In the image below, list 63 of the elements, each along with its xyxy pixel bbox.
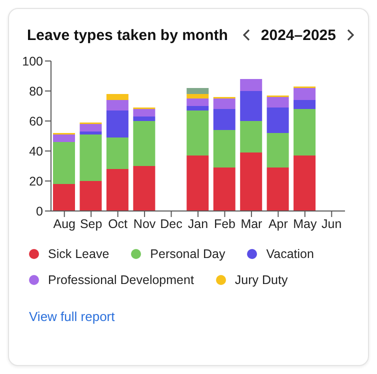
x-tick-label: Jan <box>188 216 208 231</box>
bar <box>133 166 156 211</box>
legend-label: Personal Day <box>149 247 226 261</box>
bar <box>213 168 236 211</box>
bar <box>266 133 289 168</box>
bar <box>186 110 209 156</box>
x-tick-label: Sep <box>80 216 102 231</box>
bar <box>186 156 209 211</box>
bar <box>294 109 316 156</box>
y-tick-label: 60 <box>29 114 44 128</box>
x-tick-label: Feb <box>214 216 236 231</box>
bar <box>106 110 128 138</box>
bar <box>133 116 156 121</box>
bar <box>266 168 289 211</box>
bar <box>240 121 262 152</box>
bar <box>80 124 102 132</box>
legend-label: Professional Development <box>47 273 194 287</box>
bar <box>294 88 316 100</box>
bar <box>106 94 128 100</box>
bar <box>240 79 262 91</box>
x-tick-label: Nov <box>133 216 156 231</box>
legend-label: Jury Duty <box>234 273 288 287</box>
x-tick-label: Mar <box>240 216 262 231</box>
x-tick-label: Dec <box>160 216 182 231</box>
x-tick-label: Aug <box>53 216 76 231</box>
bar <box>106 100 128 110</box>
chart-title: Leave types taken by month <box>27 26 229 44</box>
bar <box>53 134 75 142</box>
bar <box>53 184 75 211</box>
bar <box>240 152 262 211</box>
bar <box>80 181 102 211</box>
bar <box>266 108 289 133</box>
bar <box>294 100 316 109</box>
bar <box>106 138 128 169</box>
x-tick-label: Jun <box>322 216 342 231</box>
bar <box>266 97 289 108</box>
bar <box>106 169 128 211</box>
y-tick-label: 100 <box>22 54 44 68</box>
text: View full report <box>28 308 116 324</box>
x-tick-label: Apr <box>268 216 288 231</box>
bar <box>80 134 102 181</box>
bar <box>53 142 75 184</box>
bar <box>133 121 156 166</box>
y-tick-label: 20 <box>29 174 44 188</box>
bar <box>186 106 209 110</box>
y-tick-label: 40 <box>29 144 44 158</box>
bar <box>186 94 209 98</box>
legend-label: Sick Leave <box>47 247 110 261</box>
y-tick-label: 0 <box>36 204 44 218</box>
bar <box>294 156 316 211</box>
bar <box>213 109 236 130</box>
bar <box>186 88 209 94</box>
x-tick-label: May <box>293 216 318 231</box>
bar <box>240 91 262 121</box>
bar <box>213 98 236 109</box>
bar <box>80 132 102 134</box>
x-tick-label: Oct <box>108 216 128 231</box>
bar <box>186 98 209 106</box>
legend-label: Vacation <box>265 247 314 261</box>
chart-subtitle: 2024–2025 <box>260 26 336 44</box>
bar <box>213 130 236 168</box>
y-tick-label: 80 <box>29 84 44 98</box>
bar <box>133 109 156 116</box>
